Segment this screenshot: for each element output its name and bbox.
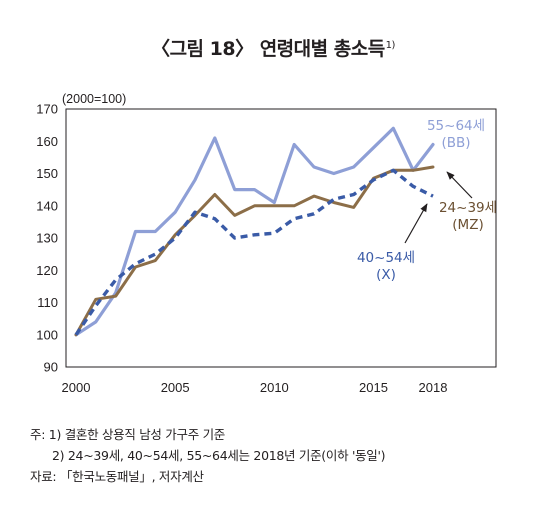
y-tick-label: 170 xyxy=(36,102,58,117)
source-note: 자료: 「한국노동패널」, 저자계산 xyxy=(30,469,204,484)
y-tick-label: 90 xyxy=(44,360,58,375)
mz-label-arrow xyxy=(446,171,473,199)
chart: (2000=100) 90 100 110 120 130 140 150 160 170 20… xyxy=(36,92,497,395)
chart-title: 〈그림 18〉 연령대별 총소득1) xyxy=(0,34,546,61)
x-tick-label: 2015 xyxy=(359,380,388,395)
y-tick-label: 150 xyxy=(36,166,58,181)
series-label: 40~54세 xyxy=(357,250,415,266)
y-tick-label: 160 xyxy=(36,134,58,149)
series-label: (BB) xyxy=(441,135,470,151)
series-label: 55~64세 xyxy=(427,118,485,134)
y-tick-label: 120 xyxy=(36,263,58,278)
series-labels: 55~64세(BB) 24~39세(MZ) 40~54세(X) xyxy=(357,118,497,283)
plot-frame xyxy=(65,108,497,368)
series-label: 24~39세 xyxy=(439,200,497,216)
x-tick-label: 2018 xyxy=(419,380,448,395)
y-tick-label: 110 xyxy=(37,295,58,310)
series-label: (X) xyxy=(376,267,396,283)
series-lines xyxy=(74,126,435,337)
x-tick-label: 2000 xyxy=(62,380,91,395)
unit-label: (2000=100) xyxy=(62,92,126,106)
series-line xyxy=(74,126,435,337)
x-axis-ticks: 2000 2005 2010 2015 2018 xyxy=(62,380,448,395)
note-2: 2) 24~39세, 40~54세, 55~64세는 2018년 기준(이하 '… xyxy=(52,448,386,463)
chart-title-text: 〈그림 18〉 연령대별 총소득 xyxy=(151,38,385,60)
title-footnote-mark: 1) xyxy=(385,39,396,51)
y-tick-label: 140 xyxy=(36,198,58,213)
x-tick-label: 2005 xyxy=(161,380,190,395)
note-1: 주: 1) 결혼한 상용직 남성 가구주 기준 xyxy=(30,427,225,442)
y-tick-label: 100 xyxy=(36,327,58,342)
label-arrows xyxy=(404,171,473,244)
x-tick-label: 2010 xyxy=(260,380,289,395)
y-tick-label: 130 xyxy=(36,231,58,246)
x-label-arrow xyxy=(404,203,428,244)
notes: 주: 1) 결혼한 상용직 남성 가구주 기준 2) 24~39세, 40~54… xyxy=(30,424,386,487)
y-axis-ticks: 90 100 110 120 130 140 150 160 170 xyxy=(36,102,58,375)
series-label: (MZ) xyxy=(452,217,483,233)
